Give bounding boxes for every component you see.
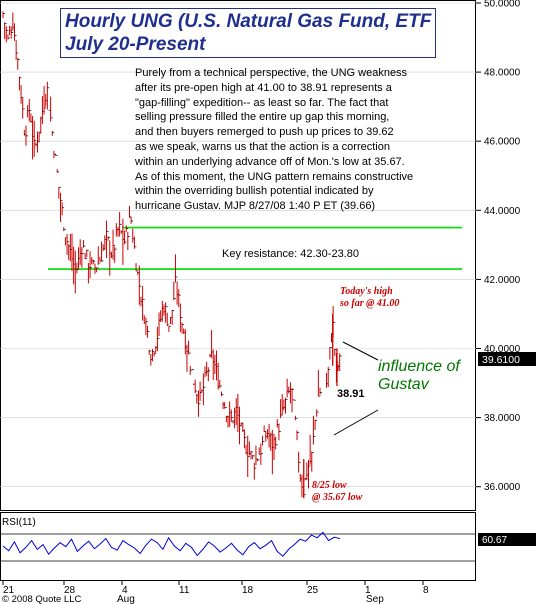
time-axis: 21 28 4 11 18 25 1 8 [2,580,429,596]
commentary-line: within the overriding bullish potential … [135,185,374,198]
todays-high-line2: so far @ 41.00 [340,298,400,309]
time-tick-label: 1 [365,585,371,596]
price-tick-label: 48.0000 [484,68,521,79]
time-tick-label: 28 [64,585,76,596]
last-price-label: 39.6100 [482,354,520,366]
rsi-line [2,531,341,557]
price-tick-label: 40.0000 [484,344,521,355]
aug25-low-line1: 8/25 low [312,480,347,491]
commentary: Purely from a technical perspective, the… [135,66,475,214]
time-tick-label: 18 [242,585,254,596]
gustav-arrow-upper [342,341,379,361]
time-tick-label: 8 [423,585,429,596]
aug25-low-line2: @ 35.67 low [312,492,363,503]
month-label-sep: Sep [366,594,384,604]
rsi-label: RSI(11) [2,517,36,528]
chart-title-line1: Hourly UNG (U.S. Natural Gas Fund, ETF [65,11,432,32]
copyright: © 2008 Quote LLC [2,594,81,604]
rsi-value-box [478,533,536,546]
price-tick-label: 42.0000 [484,275,521,286]
commentary-line: "gap-filling" expedition-- as least so f… [135,96,389,109]
commentary-line: and then buyers remerged to push up pric… [135,126,394,139]
commentary-line: Purely from a technical perspective, the… [135,67,408,79]
commentary-line: within an underlying advance off of Mon.… [135,155,405,168]
price-tick-label: 36.0000 [484,482,521,493]
commentary-line: hurricane Gustav. MJP 8/27/08 1:40 P ET … [135,200,376,213]
todays-high-label: Today's high so far @ 41.00 [340,286,399,310]
commentary-line: As of this moment, the UNG pattern remai… [135,170,414,183]
price-bars [2,11,342,499]
time-tick-label: 25 [307,585,319,596]
price-tick-label: 46.0000 [484,137,521,148]
influence-line2: Gustav [378,376,429,393]
influence-of-gustav-label: influence of Gustav [378,358,460,394]
rsi-value-label: 60.67 [482,535,507,546]
month-label-aug: Aug [117,594,135,604]
rsi-panel-frame [0,512,476,581]
chart-title-line2: July 20-Present [65,34,206,55]
gustav-arrow-lower [333,409,379,436]
price-axis: 36.0000 38.0000 40.0000 42.0000 44.0000 46.00… [476,0,521,493]
last-price-box [478,352,536,366]
time-tick-label: 4 [122,585,128,596]
price-gridlines [0,2,476,488]
key-resistance-label: Key resistance: 42.30-23.80 [222,248,359,260]
commentary-line: after its pre-open high at 41.00 to 38.9… [135,81,392,94]
commentary-line: selling pressure filled the entire up ga… [135,111,390,124]
commentary-line: as we speak, warns us that the action is… [135,140,390,153]
price-tick-label: 44.0000 [484,206,521,217]
todays-high-line1: Today's high [340,286,393,297]
price-tick-label: 38.0000 [484,413,521,424]
price-tick-label: 50.0000 [484,0,521,10]
time-tick-label: 11 [179,585,190,596]
pullback-value-label: 38.91 [337,388,365,400]
chart-title: Hourly UNG (U.S. Natural Gas Fund, ETF J… [60,8,436,58]
aug25-low-label: 8/25 low @ 35.67 low [312,480,362,504]
influence-line1: influence of [378,358,460,375]
time-tick-label: 21 [3,585,15,596]
